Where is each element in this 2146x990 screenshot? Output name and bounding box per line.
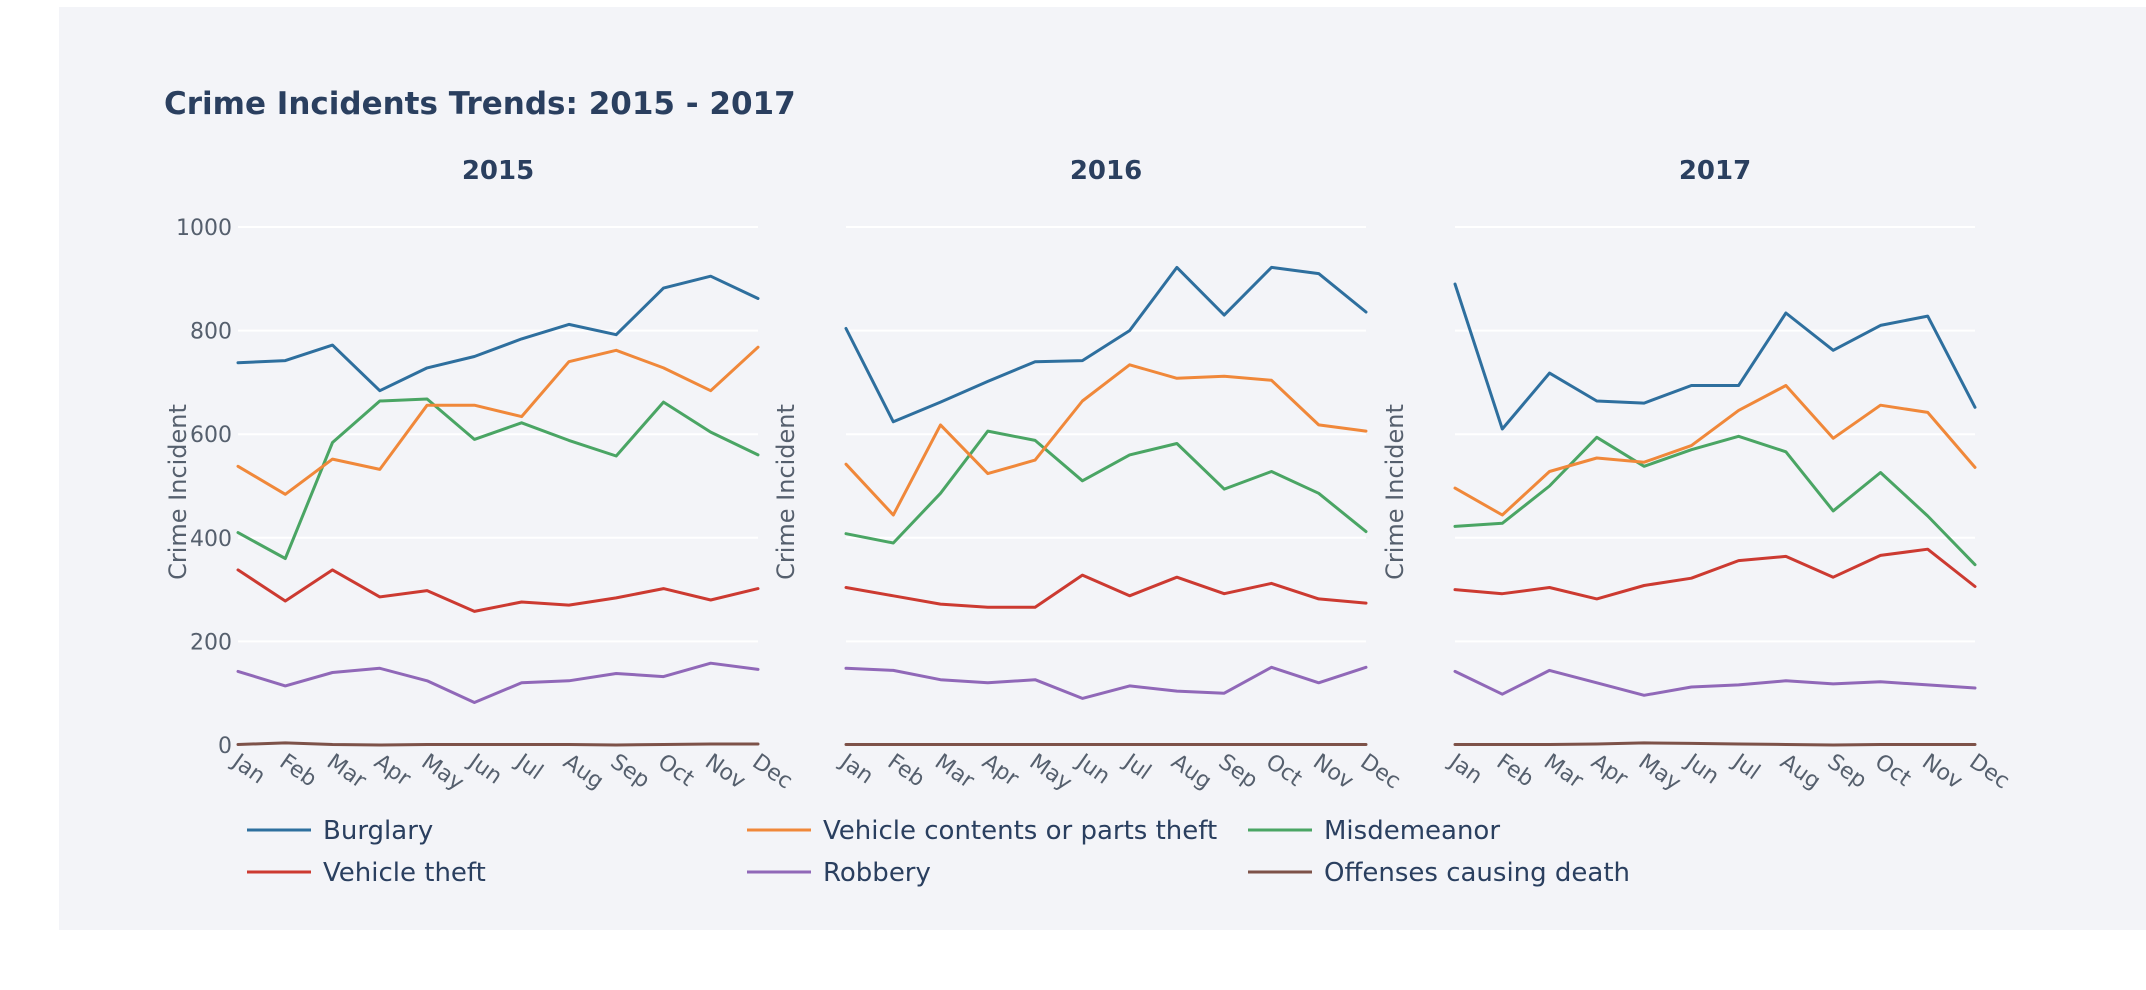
x-tick-label: Jun: [1679, 748, 1723, 789]
y-axis-label: Crime Incident: [164, 404, 192, 580]
y-tick-label: 400: [190, 527, 232, 552]
x-tick-label: Nov: [1917, 749, 1967, 794]
series-line-robbery: [236, 661, 760, 704]
x-tick-label: Aug: [1166, 749, 1216, 794]
x-tick-label: Mar: [1539, 749, 1588, 794]
panel-title: 2016: [1070, 156, 1142, 186]
series-line-misdemeanor: [844, 429, 1368, 545]
x-tick-label: Sep: [1214, 749, 1262, 793]
series-line-offenses-causing-death: [236, 741, 760, 747]
x-tick-label: May: [1634, 749, 1686, 796]
x-tick-label: Mar: [322, 749, 371, 794]
x-tick-label: Apr: [369, 749, 415, 792]
x-tick-label: Nov: [1308, 749, 1358, 794]
y-tick-label: 200: [190, 630, 232, 655]
x-tick-label: Jul: [1118, 748, 1156, 785]
x-tick-label: Feb: [883, 749, 929, 792]
series-line-burglary: [236, 274, 760, 393]
x-tick-label: Dec: [1965, 749, 2014, 794]
panel-title: 2017: [1679, 156, 1751, 186]
x-tick-label: Feb: [1492, 749, 1538, 792]
legend-label-robbery[interactable]: Robbery: [823, 858, 931, 888]
x-tick-label: Jan: [834, 748, 878, 789]
series-line-vehicle-contents-or-parts-theft: [1453, 384, 1977, 517]
legend-label-vehicle-contents-or-parts-theft[interactable]: Vehicle contents or parts theft: [823, 816, 1217, 846]
x-tick-label: Oct: [1870, 749, 1916, 792]
series-line-vehicle-theft: [1453, 547, 1977, 601]
legend-label-misdemeanor[interactable]: Misdemeanor: [1324, 816, 1500, 846]
x-tick-label: Jul: [510, 748, 548, 785]
panel-title: 2015: [462, 156, 534, 186]
y-tick-label: 600: [190, 423, 232, 448]
legend-label-burglary[interactable]: Burglary: [323, 816, 433, 846]
series-line-burglary: [844, 265, 1368, 424]
x-tick-label: Sep: [606, 749, 654, 793]
y-tick-label: 0: [218, 734, 232, 759]
chart-title: Crime Incidents Trends: 2015 - 2017: [164, 86, 796, 122]
x-tick-label: May: [1025, 749, 1077, 796]
x-tick-label: Jun: [1070, 748, 1114, 789]
y-tick-label: 800: [190, 320, 232, 345]
x-tick-label: May: [417, 749, 469, 796]
x-tick-label: Nov: [700, 749, 750, 794]
x-tick-label: Oct: [653, 749, 699, 792]
x-tick-label: Oct: [1261, 749, 1307, 792]
x-tick-label: Jul: [1727, 748, 1765, 785]
series-line-misdemeanor: [1453, 434, 1977, 567]
x-tick-label: Jan: [226, 748, 270, 789]
series-line-burglary: [1453, 282, 1977, 431]
x-tick-label: Dec: [1356, 749, 1405, 794]
legend-label-vehicle-theft[interactable]: Vehicle theft: [323, 858, 486, 888]
chart-card: Crime Incidents Trends: 2015 - 2017 2015…: [59, 7, 2146, 930]
x-tick-label: Jan: [1443, 748, 1487, 789]
series-line-offenses-causing-death: [1453, 741, 1977, 747]
series-line-robbery: [1453, 668, 1977, 697]
y-tick-label: 1000: [176, 216, 232, 241]
series-line-vehicle-contents-or-parts-theft: [236, 345, 760, 496]
series-line-vehicle-contents-or-parts-theft: [844, 363, 1368, 517]
x-tick-label: Mar: [930, 749, 979, 794]
x-tick-label: Apr: [1586, 749, 1632, 792]
series-line-vehicle-theft: [844, 573, 1368, 609]
series-line-misdemeanor: [236, 397, 760, 560]
x-tick-label: Sep: [1823, 749, 1871, 793]
x-tick-label: Feb: [275, 749, 321, 792]
chart-svg: Crime Incidents Trends: 2015 - 2017 2015…: [164, 86, 2014, 888]
series-line-robbery: [844, 665, 1368, 700]
x-tick-label: Apr: [977, 749, 1023, 792]
series-line-vehicle-theft: [236, 568, 760, 613]
x-tick-label: Aug: [1775, 749, 1825, 794]
legend-label-offenses-causing-death[interactable]: Offenses causing death: [1324, 858, 1630, 888]
y-axis-label: Crime Incident: [1381, 404, 1409, 580]
y-axis-label: Crime Incident: [772, 404, 800, 580]
x-tick-label: Dec: [748, 749, 797, 794]
x-tick-label: Aug: [558, 749, 608, 794]
x-tick-label: Jun: [462, 748, 506, 789]
